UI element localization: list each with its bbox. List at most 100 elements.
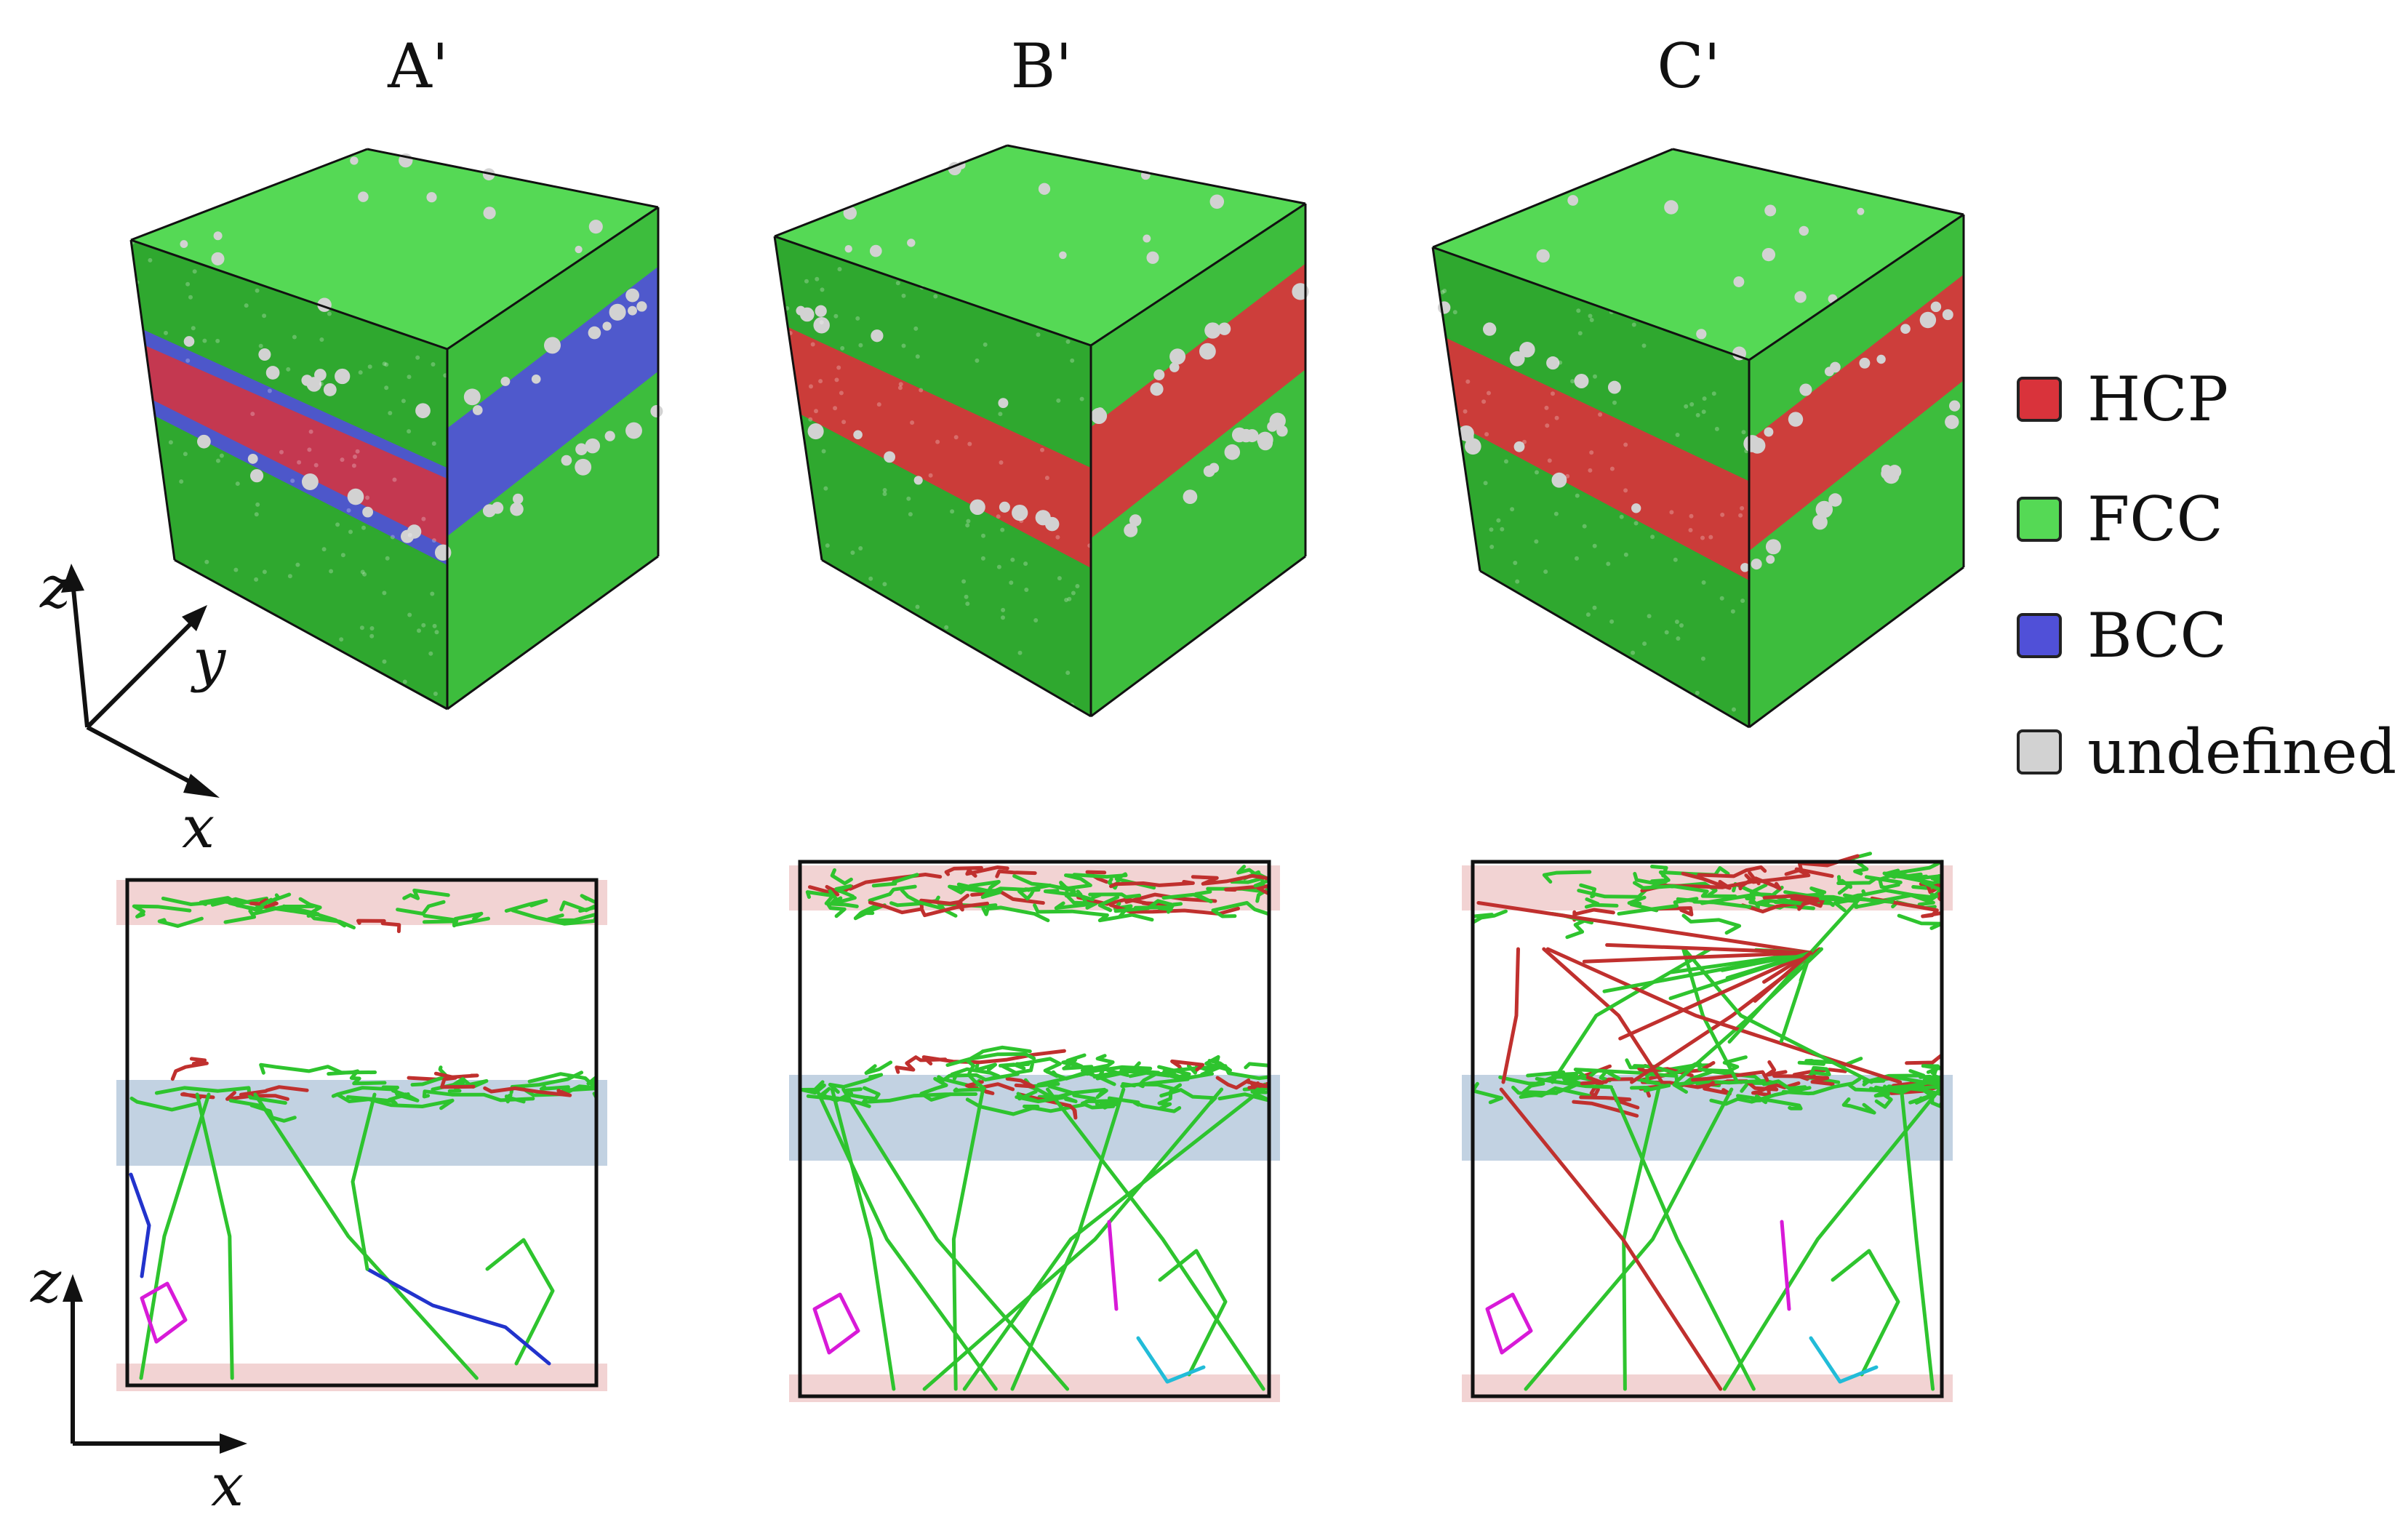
arrowhead-z-2d bbox=[63, 1274, 83, 1302]
atom-highlight bbox=[1684, 404, 1689, 409]
undefined-atom-cluster bbox=[1733, 276, 1745, 287]
dislocation-line bbox=[356, 918, 401, 934]
atom-highlight bbox=[202, 338, 207, 343]
atom-highlight bbox=[1609, 619, 1615, 624]
undefined-atom-cluster bbox=[513, 493, 524, 505]
atom-highlight bbox=[340, 457, 345, 463]
dislocation-line bbox=[1161, 889, 1213, 904]
atom-highlight bbox=[821, 449, 826, 454]
dislocation-line bbox=[1738, 870, 1757, 891]
atom-highlight bbox=[183, 452, 188, 457]
atom-highlight bbox=[385, 556, 390, 561]
simulation-box-outline bbox=[1471, 860, 1944, 1398]
atom-highlight bbox=[358, 370, 363, 375]
dislocation-line bbox=[1224, 884, 1271, 896]
undefined-atom-cluster bbox=[869, 244, 882, 257]
atom-highlight bbox=[1057, 576, 1062, 581]
undefined-atom-cluster bbox=[1764, 427, 1774, 437]
undefined-atom-cluster bbox=[1519, 342, 1535, 358]
dislocation-line bbox=[228, 1098, 297, 1123]
dislocation-line bbox=[249, 898, 279, 909]
dislocation-line bbox=[1751, 1084, 1774, 1097]
dislocation-line bbox=[195, 1092, 234, 1380]
undefined-atom-cluster bbox=[609, 303, 626, 321]
atom-highlight bbox=[1732, 707, 1736, 712]
atom-highlight bbox=[908, 512, 913, 517]
undefined-atom-cluster bbox=[482, 504, 496, 518]
axis-triad-2d: z x bbox=[30, 1248, 247, 1519]
undefined-atom-cluster bbox=[1696, 329, 1707, 340]
atom-highlight bbox=[1551, 391, 1555, 396]
dislocation-line bbox=[1043, 889, 1095, 902]
atom-highlight bbox=[355, 449, 360, 454]
dislocation-line bbox=[1499, 1087, 1723, 1391]
undefined-atom-cluster bbox=[907, 239, 916, 247]
dislocation-line bbox=[830, 1087, 896, 1391]
atom-highlight bbox=[836, 365, 841, 370]
legend: HCP FCC BCC undefined bbox=[2017, 364, 2396, 788]
dislocation-line bbox=[1109, 880, 1195, 889]
dislocation-line bbox=[1561, 1068, 1621, 1084]
atom-highlight bbox=[392, 477, 397, 482]
atom-highlight bbox=[384, 385, 389, 391]
undefined-atom-cluster bbox=[1631, 503, 1641, 513]
atom-highlight bbox=[1719, 596, 1724, 601]
dislocation-panel-a bbox=[116, 878, 607, 1391]
dislocation-line bbox=[1836, 875, 1903, 885]
atom-highlight bbox=[833, 313, 839, 319]
atom-highlight bbox=[1075, 584, 1080, 588]
atom-highlight bbox=[840, 345, 845, 351]
atom-highlight bbox=[1689, 402, 1695, 407]
undefined-atom-cluster bbox=[347, 488, 364, 505]
axis-label-y-3d: y bbox=[191, 626, 227, 694]
atom-highlight bbox=[1019, 519, 1024, 524]
undefined-atom-cluster bbox=[362, 506, 374, 518]
dislocation-line bbox=[1072, 872, 1156, 890]
dislocation-line bbox=[1725, 950, 1812, 980]
atom-highlight bbox=[1484, 432, 1489, 437]
panel-label-c: C' bbox=[1657, 31, 1720, 102]
atom-highlight bbox=[1700, 535, 1705, 540]
atom-highlight bbox=[996, 514, 1001, 519]
atom-highlight bbox=[928, 473, 933, 478]
arrowhead-x-2d bbox=[220, 1433, 247, 1454]
dislocation-line bbox=[1107, 1096, 1182, 1113]
atom-highlight bbox=[868, 576, 873, 581]
undefined-atom-cluster bbox=[1044, 516, 1060, 532]
dislocation-line bbox=[864, 1060, 893, 1075]
atom-highlight bbox=[882, 582, 887, 587]
dislocation-line bbox=[1878, 860, 1944, 889]
atom-highlight bbox=[820, 287, 825, 292]
dislocation-line bbox=[964, 1080, 1015, 1095]
atom-highlight bbox=[1577, 331, 1583, 336]
atom-highlight bbox=[1730, 609, 1735, 614]
atom-highlight bbox=[185, 358, 191, 363]
atom-highlight bbox=[1623, 488, 1628, 493]
dislocation-line bbox=[154, 1086, 287, 1105]
atom-highlight bbox=[898, 382, 903, 387]
atom-highlight bbox=[1055, 535, 1060, 540]
dislocation-loop bbox=[1485, 1292, 1533, 1355]
dislocation-line bbox=[132, 904, 192, 918]
dislocation-line bbox=[1655, 906, 1694, 917]
undefined-atom-cluster bbox=[1509, 351, 1525, 367]
atom-highlight bbox=[1598, 412, 1603, 417]
atom-highlight bbox=[1544, 405, 1549, 410]
atom-highlight bbox=[1500, 527, 1505, 532]
legend-swatch-hcp bbox=[2017, 377, 2062, 422]
cube-edge bbox=[447, 206, 659, 351]
atom-highlight bbox=[882, 492, 887, 497]
atom-highlight bbox=[808, 417, 813, 422]
dislocation-line bbox=[1636, 1072, 1679, 1086]
atom-highlight bbox=[329, 569, 334, 574]
atom-highlight bbox=[388, 411, 393, 415]
cube-edge bbox=[1479, 569, 1750, 729]
dislocation-line bbox=[1697, 1055, 1748, 1073]
dislocation-line bbox=[253, 1092, 479, 1380]
dislocation-line bbox=[1582, 950, 1812, 964]
cube-edge bbox=[1090, 202, 1306, 347]
atom-highlight bbox=[188, 295, 193, 300]
atom-highlight bbox=[308, 429, 313, 434]
atom-highlight bbox=[1702, 396, 1707, 401]
dislocation-line bbox=[1633, 881, 1737, 898]
